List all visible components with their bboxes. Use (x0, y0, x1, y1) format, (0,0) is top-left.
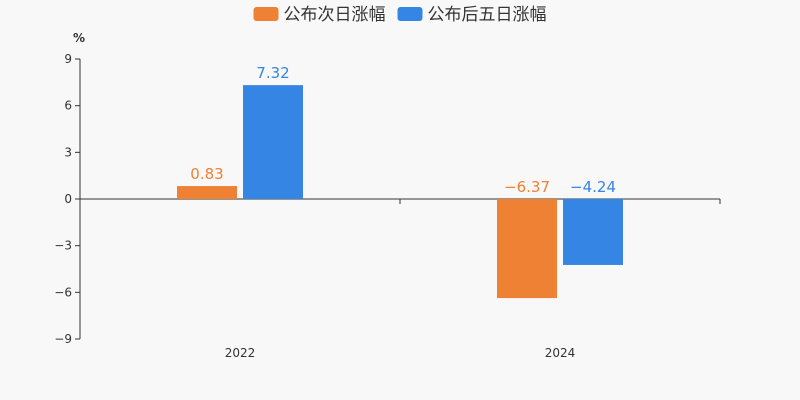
x-tick-label: 2024 (545, 346, 576, 360)
bar (177, 186, 237, 199)
x-axis: 2022 2024 (79, 198, 721, 360)
bar (243, 85, 303, 199)
legend-item[interactable]: 公布后五日涨幅 (397, 5, 547, 25)
y-axis-unit: % (73, 31, 85, 45)
y-tick-label: 3 (64, 145, 72, 159)
bars (177, 85, 623, 299)
data-label: −6.37 (504, 178, 550, 196)
y-tick-label: −6 (54, 285, 72, 299)
data-labels: 0.83 7.32 −6.37 −4.24 (190, 64, 616, 196)
y-tick-label: 9 (64, 52, 72, 66)
bar (563, 199, 623, 265)
legend-item[interactable]: 公布次日涨幅 (253, 5, 386, 25)
legend-swatch (253, 7, 279, 21)
y-tick-label: 6 (64, 99, 72, 113)
data-label: 7.32 (256, 64, 289, 82)
legend-label: 公布次日涨幅 (284, 5, 386, 25)
data-label: −4.24 (570, 178, 616, 196)
data-label: 0.83 (190, 165, 223, 183)
legend-label: 公布后五日涨幅 (428, 5, 547, 25)
x-tick-label: 2022 (225, 346, 256, 360)
y-axis: 9 6 3 0 −3 −6 −9 (54, 52, 81, 346)
legend-swatch (397, 7, 423, 21)
y-tick-label: −3 (54, 239, 72, 253)
y-tick-label: −9 (54, 332, 72, 346)
y-tick-label: 0 (64, 192, 72, 206)
legend: 公布次日涨幅 公布后五日涨幅 (253, 5, 547, 25)
bar (497, 199, 557, 299)
